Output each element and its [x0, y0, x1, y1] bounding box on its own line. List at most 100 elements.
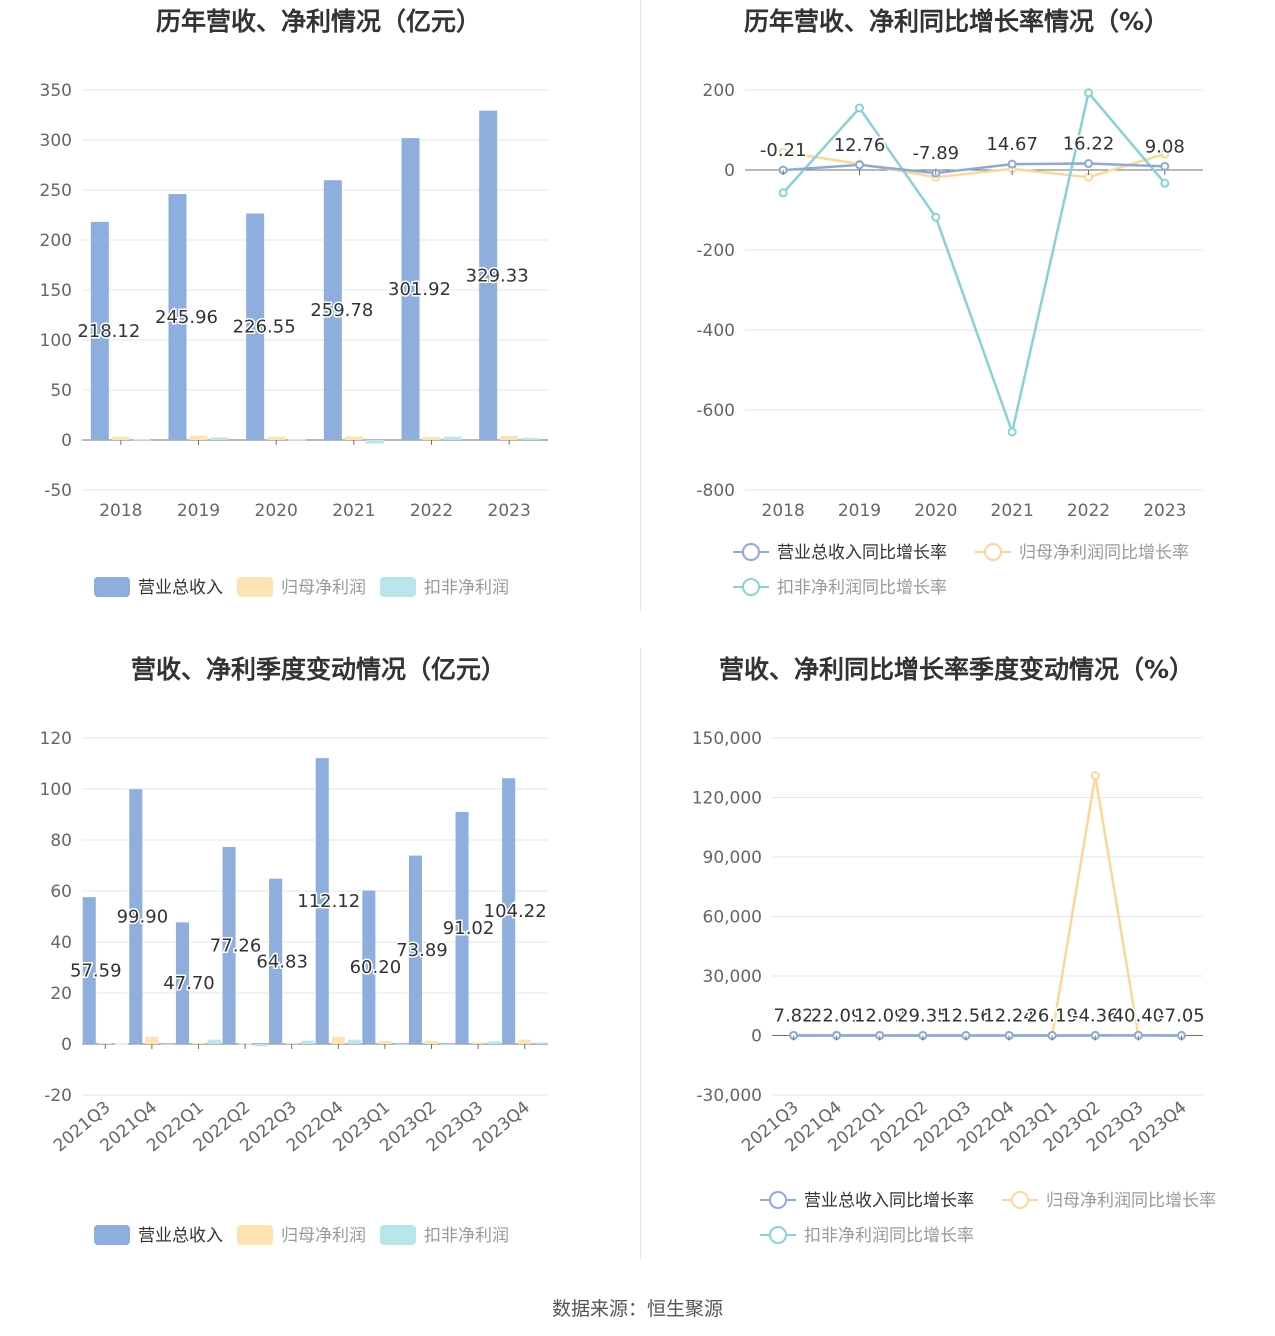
y-tick-label: 0	[61, 431, 72, 451]
bar-parent-profit	[145, 1036, 159, 1044]
data-point	[778, 188, 788, 198]
bar-revenue	[315, 758, 329, 1044]
y-tick-label: 0	[724, 161, 735, 181]
bar-revenue	[129, 789, 143, 1044]
legend-label: 归母净利润	[281, 1226, 366, 1246]
x-tick-label: 2022	[1067, 501, 1110, 521]
bar-parent-profit	[518, 1039, 532, 1044]
chart-plot-area: -20 0 20 40 60 80 100 120 57.59 99.90 47.70 77.2664…	[40, 729, 549, 1246]
legend-marker	[769, 1191, 787, 1209]
data-label: 329.33	[466, 265, 529, 286]
y-tick-label: 60,000	[703, 908, 762, 928]
legend-label: 扣非净利润同比增长率	[777, 578, 947, 598]
legend-label: 归母净利润同比增长率	[1046, 1191, 1216, 1211]
y-tick-label: 250	[40, 181, 72, 201]
legend-label: 营业总收入	[138, 1226, 223, 1246]
x-tick-label: 2021	[991, 501, 1034, 521]
x-tick-label: 2023	[1143, 501, 1186, 521]
bar-parent-profit	[331, 1036, 345, 1044]
bar-deducted-profit	[132, 439, 151, 441]
legend-marker	[1011, 1191, 1029, 1209]
data-point	[855, 103, 864, 113]
data-label: -4.36	[1072, 1006, 1119, 1027]
line-series-deducted-profit	[782, 90, 1166, 437]
legend-label: 扣非净利润	[424, 578, 509, 598]
legend-label: 扣非净利润	[424, 1226, 509, 1246]
chart-panel-quarterly-growth: 营收、净利同比增长率季度变动情况（%） -30,000 0 30,000 60,000…	[638, 648, 1275, 1296]
x-tick-label: 2021	[332, 501, 375, 521]
bar-parent-profit	[422, 437, 441, 440]
y-tick-label: 200	[40, 231, 72, 251]
data-label: 7.82	[774, 1005, 814, 1026]
bar-parent-profit	[500, 436, 519, 440]
chart-plot-area: -30,000 0 30,000 60,000 90,000 120,000 150,000…	[692, 729, 1216, 1246]
data-label: 226.55	[233, 317, 296, 338]
bar-parent-profit	[267, 436, 286, 440]
y-tick-label: 120	[40, 729, 72, 749]
data-point	[1160, 161, 1170, 171]
data-point	[1090, 771, 1100, 781]
legend-marker	[742, 578, 760, 596]
data-label: -7.05	[1158, 1006, 1205, 1027]
data-label: 99.90	[117, 907, 169, 928]
bar-revenue	[408, 855, 422, 1044]
legend-marker	[769, 1226, 787, 1244]
chart-plot-area: -50 0 50 100 150 200 250 300 350 218.12 245.96 226.…	[40, 81, 548, 598]
y-tick-label: 100	[40, 331, 72, 351]
y-tick-label: 20	[50, 984, 72, 1004]
y-tick-label: 200	[703, 81, 735, 101]
data-point	[1007, 159, 1017, 169]
bar-revenue	[269, 878, 283, 1044]
data-point	[1160, 178, 1170, 188]
bar-deducted-profit	[394, 1044, 408, 1045]
legend-swatch	[94, 1225, 130, 1245]
x-tick-label: 2018	[99, 501, 142, 521]
bar-revenue	[323, 180, 342, 440]
data-label: 26.19	[1026, 1005, 1078, 1026]
bar-revenue	[90, 221, 109, 440]
y-tick-label: -200	[696, 241, 735, 261]
quarterly-values-chart: -20 0 20 40 60 80 100 120 57.59 99.90 47.70 77.2664…	[40, 729, 549, 1246]
data-point	[778, 147, 788, 157]
y-tick-label: -20	[44, 1086, 72, 1106]
y-tick-label: 350	[40, 81, 72, 101]
data-label: 47.70	[163, 973, 215, 994]
y-tick-label: -50	[44, 481, 72, 501]
y-tick-label: 0	[751, 1027, 762, 1047]
y-tick-label: -30,000	[696, 1086, 762, 1106]
bar-parent-profit	[378, 1040, 392, 1044]
data-source: 数据来源：恒生聚源	[551, 1298, 723, 1320]
x-tick-label: 2018	[762, 501, 805, 521]
data-label: 245.96	[155, 307, 218, 328]
y-tick-label: 300	[40, 131, 72, 151]
data-label: 104.22	[484, 901, 547, 922]
legend-swatch	[237, 577, 273, 597]
legend-label: 营业总收入同比增长率	[804, 1191, 974, 1211]
bar-deducted-profit	[365, 440, 384, 444]
divider	[640, 0, 641, 612]
bar-deducted-profit	[521, 438, 540, 440]
bar-deducted-profit	[441, 1044, 455, 1045]
bar-parent-profit	[471, 1042, 485, 1044]
bar-deducted-profit	[534, 1042, 548, 1044]
annual-growth-chart: -800 -600 -400 -200 0 200 -0.21 12.76 -7.89 14.67…	[696, 81, 1203, 598]
data-point	[1084, 159, 1093, 169]
bar-deducted-profit	[161, 1044, 175, 1046]
y-tick-label: 150,000	[692, 729, 762, 749]
bar-deducted-profit	[301, 1040, 315, 1044]
bar-deducted-profit	[443, 436, 462, 440]
data-point	[1007, 427, 1017, 437]
y-tick-label: 40	[50, 933, 72, 953]
y-tick-label: 50	[50, 381, 72, 401]
data-label: 259.78	[310, 300, 373, 321]
data-point	[1084, 88, 1093, 98]
quarterly-growth-chart: -30,000 0 30,000 60,000 90,000 120,000 150,000…	[692, 729, 1216, 1246]
legend-swatch	[94, 577, 130, 597]
data-point	[1160, 149, 1170, 159]
y-tick-label: 30,000	[703, 967, 762, 987]
data-point	[931, 212, 941, 222]
y-tick-label: 100	[40, 780, 72, 800]
data-label: 77.26	[210, 935, 262, 956]
line-series-parent-profit	[793, 775, 1182, 1037]
data-label: 218.12	[77, 321, 140, 342]
